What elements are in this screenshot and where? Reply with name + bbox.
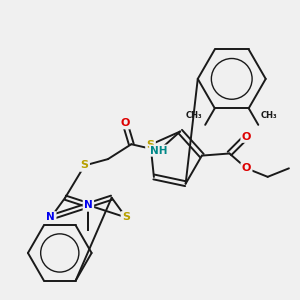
Text: S: S — [146, 140, 154, 150]
Text: N: N — [84, 200, 93, 210]
Text: S: S — [122, 212, 130, 222]
Text: O: O — [120, 118, 130, 128]
Text: NH: NH — [150, 146, 168, 156]
Text: CH₃: CH₃ — [260, 110, 277, 119]
Text: CH₃: CH₃ — [185, 110, 202, 119]
Text: N: N — [84, 200, 93, 210]
Text: S: S — [81, 160, 88, 170]
Text: N: N — [46, 212, 55, 222]
Text: O: O — [242, 131, 251, 142]
Text: O: O — [242, 163, 251, 173]
